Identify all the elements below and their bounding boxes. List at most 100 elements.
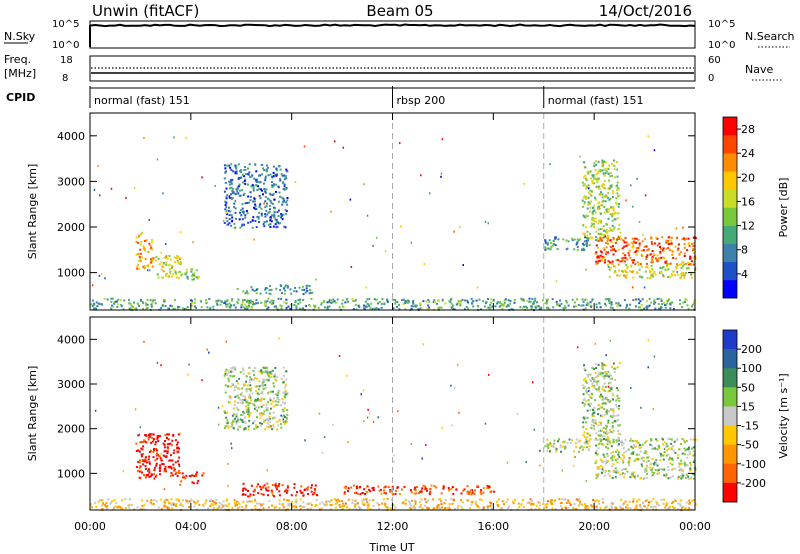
power-cell xyxy=(595,179,598,182)
velocity-cell xyxy=(187,373,189,376)
velocity-cell xyxy=(156,449,158,452)
velocity-cell xyxy=(178,472,181,475)
power-cell xyxy=(214,184,216,187)
velocity-cell xyxy=(681,452,684,455)
power-cell xyxy=(509,302,512,305)
velocity-cell xyxy=(275,404,278,406)
velocity-cell xyxy=(596,474,599,477)
power-cell xyxy=(584,298,587,301)
power-cell xyxy=(602,186,605,189)
velocity-cell xyxy=(366,491,369,494)
power-cell xyxy=(658,307,661,310)
power-cell xyxy=(228,214,231,217)
power-cell xyxy=(395,301,397,303)
velocity-cell xyxy=(244,427,247,430)
power-cell xyxy=(605,194,608,197)
power-cell xyxy=(608,229,611,232)
velocity-cell xyxy=(155,474,158,477)
power-cell xyxy=(247,173,250,176)
colorbar-segment xyxy=(723,482,737,503)
velocity-cell xyxy=(265,403,268,406)
power-cell xyxy=(218,299,221,302)
velocity-cell xyxy=(145,468,148,470)
velocity-cell xyxy=(617,418,620,421)
velocity-cell xyxy=(188,363,190,366)
power-cell xyxy=(604,298,607,301)
power-cell xyxy=(523,305,525,308)
velocity-cell xyxy=(276,394,279,397)
velocity-cell xyxy=(532,503,535,506)
power-cell xyxy=(290,292,293,295)
power-cell xyxy=(687,242,690,245)
velocity-cell xyxy=(610,374,612,377)
power-cell xyxy=(631,259,634,262)
velocity-cell xyxy=(608,390,611,392)
velocity-cell xyxy=(267,391,270,394)
velocity-cell xyxy=(241,421,244,424)
velocity-cell xyxy=(585,440,588,443)
power-cell xyxy=(243,299,246,302)
power-cell xyxy=(283,292,286,295)
velocity-cell xyxy=(232,407,235,410)
velocity-cell xyxy=(596,388,599,391)
velocity-cell xyxy=(602,470,605,472)
power-cell xyxy=(238,183,241,186)
power-cell xyxy=(422,300,425,303)
power-cell xyxy=(245,298,248,301)
power-cell xyxy=(593,217,596,220)
power-cell xyxy=(667,236,670,239)
velocity-cell xyxy=(665,473,668,476)
velocity-cell xyxy=(159,457,162,460)
power-cell xyxy=(545,302,548,305)
velocity-cell xyxy=(677,477,680,480)
power-cell xyxy=(282,197,285,200)
velocity-cell xyxy=(170,467,173,470)
power-cell xyxy=(265,220,268,223)
velocity-cell xyxy=(263,366,266,369)
power-cell xyxy=(500,302,503,305)
velocity-cell xyxy=(592,499,595,501)
velocity-cell xyxy=(410,507,413,510)
velocity-cell xyxy=(138,461,141,464)
power-cell xyxy=(295,305,298,308)
velocity-cell xyxy=(248,366,251,369)
power-cell xyxy=(231,188,234,190)
power-cell xyxy=(594,169,597,172)
power-cell xyxy=(269,200,272,202)
velocity-cell xyxy=(652,447,655,450)
velocity-cell xyxy=(177,498,180,501)
power-cell xyxy=(666,263,669,266)
power-cell xyxy=(274,218,277,221)
velocity-cell xyxy=(512,500,515,503)
power-cell xyxy=(528,300,531,303)
velocity-cell xyxy=(538,501,541,504)
velocity-cell xyxy=(622,502,625,505)
velocity-cell xyxy=(632,498,635,501)
velocity-cell xyxy=(683,447,686,450)
power-cell xyxy=(352,300,355,302)
power-cell xyxy=(642,233,644,236)
velocity-cell xyxy=(687,448,690,451)
velocity-cell xyxy=(177,433,180,436)
power-cell xyxy=(163,299,165,302)
velocity-cell xyxy=(584,504,587,507)
power-cell xyxy=(590,194,593,197)
velocity-cell xyxy=(581,448,584,451)
power-cell xyxy=(365,305,367,308)
velocity-cell xyxy=(383,486,386,489)
velocity-cell xyxy=(596,439,599,442)
power-cell xyxy=(585,187,587,190)
velocity-cell xyxy=(304,439,306,442)
velocity-cell xyxy=(598,467,601,470)
velocity-cell xyxy=(248,495,251,498)
velocity-cell xyxy=(145,459,148,462)
velocity-cell xyxy=(632,450,635,453)
velocity-cell xyxy=(391,492,394,495)
power-cell xyxy=(228,206,230,209)
power-cell xyxy=(556,248,559,251)
power-cell xyxy=(275,287,278,290)
power-cell xyxy=(602,182,605,185)
velocity-cell xyxy=(251,402,254,405)
velocity-cell xyxy=(228,502,230,505)
power-cell xyxy=(231,220,233,223)
